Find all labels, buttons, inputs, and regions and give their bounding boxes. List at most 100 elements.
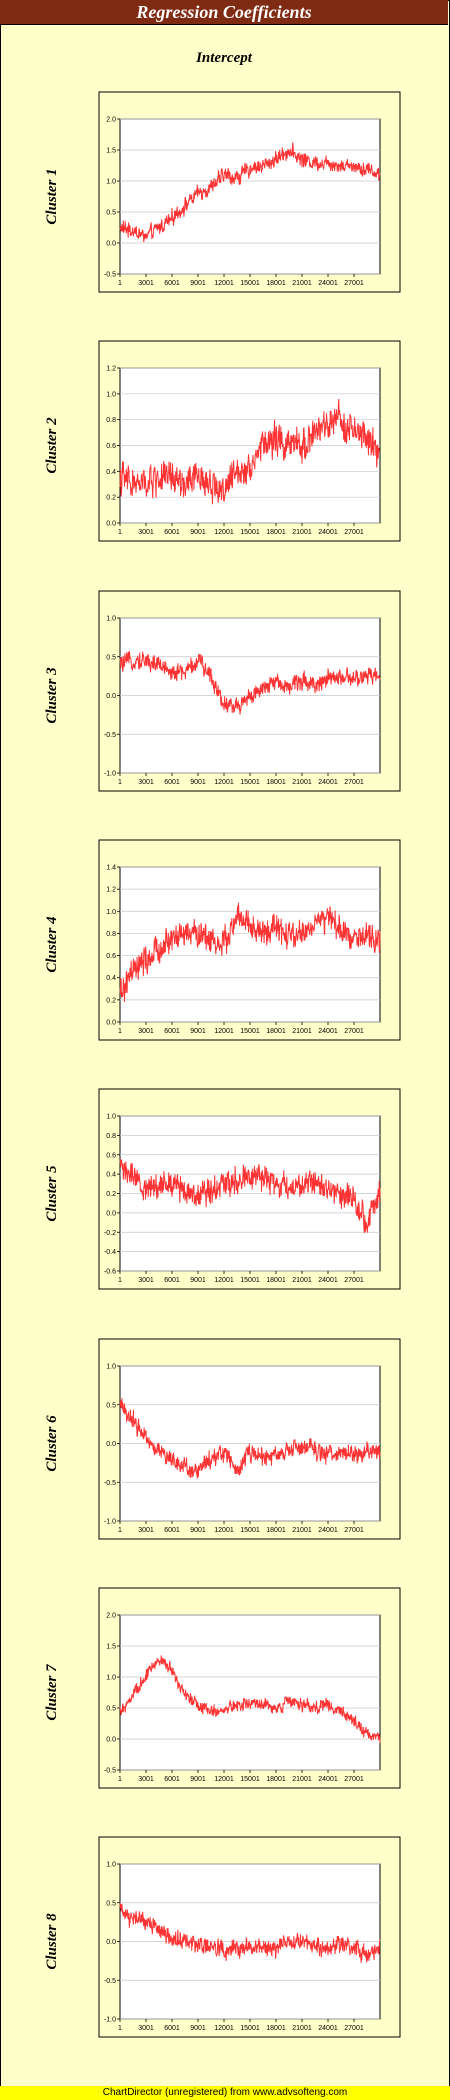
x-tick-label: 1 [118, 1776, 122, 1783]
x-tick-label: 12001 [214, 529, 234, 536]
x-tick-label: 24001 [318, 1776, 338, 1783]
x-tick-label: 1 [118, 779, 122, 786]
cluster-panel-1: Cluster 1 -0.5 0.0 0.5 1.0 1.5 2.0 1 3001 6001 900… [44, 91, 401, 293]
footer-banner[interactable]: ChartDirector (unregistered) from www.ad… [0, 2086, 450, 2100]
y-tick-label: 1.5 [106, 148, 116, 155]
y-tick-label: -1.0 [104, 2017, 116, 2024]
y-tick-label: -1.0 [104, 771, 116, 778]
x-tick-label: 9001 [190, 1277, 206, 1284]
x-tick-label: 3001 [138, 1028, 154, 1035]
x-tick-label: 18001 [266, 529, 286, 536]
x-tick-label: 3001 [138, 2025, 154, 2032]
y-tick-label: 0.0 [106, 1020, 116, 1027]
y-axis-label: Cluster 8 [44, 1913, 60, 1970]
y-tick-label: 1.5 [106, 1644, 116, 1651]
y-tick-label: 0.4 [106, 1172, 116, 1179]
x-tick-label: 21001 [292, 779, 312, 786]
x-tick-label: 15001 [240, 1527, 260, 1534]
y-tick-label: 0.8 [106, 417, 116, 424]
y-tick-label: 0.2 [106, 997, 116, 1004]
cluster-panel-5: Cluster 5 -0.6 -0.4 -0.2 0.0 0.2 0.4 0.6 0.8 1.0 1… [44, 1088, 401, 1290]
y-tick-label: -0.5 [104, 1768, 116, 1775]
y-tick-label: 0.0 [106, 1210, 116, 1217]
y-tick-label: 1.0 [106, 179, 116, 186]
y-tick-label: 1.4 [106, 865, 116, 872]
y-axis-label: Cluster 4 [44, 916, 60, 973]
cluster-panel-4: Cluster 4 0.0 0.2 0.4 0.6 0.8 1.0 1.2 1.4 1 3001 60… [44, 839, 401, 1041]
x-tick-label: 12001 [214, 2025, 234, 2032]
x-tick-label: 12001 [214, 779, 234, 786]
cluster-panel-6: Cluster 6 -1.0 -0.5 0.0 0.5 1.0 1 3001 6001 9001 1… [44, 1338, 401, 1540]
x-tick-label: 3001 [138, 1527, 154, 1534]
y-tick-label: 1.2 [106, 887, 116, 894]
x-tick-label: 21001 [292, 1028, 312, 1035]
plot-area [119, 1614, 381, 1771]
x-tick-label: 12001 [214, 1028, 234, 1035]
x-tick-label: 6001 [164, 1527, 180, 1534]
cluster-panel-8: Cluster 8 -1.0 -0.5 0.0 0.5 1.0 1 3001 6001 9001 1… [44, 1836, 401, 2038]
series-line [119, 1398, 381, 1479]
plot-area [119, 118, 381, 275]
y-tick-label: 0.0 [106, 521, 116, 528]
y-axis-label: Cluster 6 [44, 1415, 60, 1472]
y-tick-label: -0.2 [104, 1230, 116, 1237]
x-tick-label: 15001 [240, 280, 260, 287]
series-line [119, 1159, 381, 1234]
cluster-panel-2: Cluster 2 0.0 0.2 0.4 0.6 0.8 1.0 1.2 1 3001 6001 9… [44, 340, 401, 542]
series-line [119, 1903, 381, 1963]
x-tick-label: 6001 [164, 280, 180, 287]
x-tick-label: 1 [118, 1028, 122, 1035]
y-tick-label: 0.8 [106, 931, 116, 938]
series-line [119, 902, 381, 1002]
x-tick-label: 15001 [240, 2025, 260, 2032]
x-tick-label: 1 [118, 1277, 122, 1284]
x-tick-label: 24001 [318, 1527, 338, 1534]
x-tick-label: 18001 [266, 280, 286, 287]
y-tick-label: 1.0 [106, 616, 116, 623]
y-tick-label: 0.0 [106, 1441, 116, 1448]
y-tick-label: 0.4 [106, 469, 116, 476]
x-tick-label: 27001 [344, 779, 364, 786]
x-tick-label: 6001 [164, 779, 180, 786]
x-tick-label: 6001 [164, 529, 180, 536]
series-line [119, 142, 381, 243]
x-tick-label: 9001 [190, 280, 206, 287]
y-tick-label: 1.2 [106, 366, 116, 373]
y-tick-label: 0.5 [106, 654, 116, 661]
chart-subtitle: Intercept [196, 50, 252, 66]
y-axis-label: Cluster 5 [44, 1165, 60, 1222]
x-tick-label: 18001 [266, 779, 286, 786]
x-tick-label: 6001 [164, 1776, 180, 1783]
x-tick-label: 15001 [240, 529, 260, 536]
x-tick-label: 3001 [138, 779, 154, 786]
x-tick-label: 24001 [318, 2025, 338, 2032]
y-tick-label: 0.6 [106, 1152, 116, 1159]
x-tick-label: 6001 [164, 2025, 180, 2032]
x-tick-label: 12001 [214, 280, 234, 287]
x-tick-label: 15001 [240, 1776, 260, 1783]
page-title: Regression Coefficients [136, 2, 312, 22]
series-line [119, 651, 381, 715]
x-tick-label: 24001 [318, 1277, 338, 1284]
y-tick-label: -0.4 [104, 1249, 116, 1256]
x-tick-label: 18001 [266, 1527, 286, 1534]
y-tick-label: 1.0 [106, 391, 116, 398]
y-tick-label: 1.0 [106, 1675, 116, 1682]
x-tick-label: 9001 [190, 2025, 206, 2032]
x-tick-label: 18001 [266, 1776, 286, 1783]
cluster-panel-7: Cluster 7 -0.5 0.0 0.5 1.0 1.5 2.0 1 3001 6001 900… [44, 1587, 401, 1789]
y-tick-label: -1.0 [104, 1519, 116, 1526]
x-tick-label: 12001 [214, 1277, 234, 1284]
y-tick-label: 0.8 [106, 1133, 116, 1140]
y-tick-label: 0.5 [106, 1706, 116, 1713]
y-tick-label: 0.2 [106, 495, 116, 502]
y-tick-label: 1.0 [106, 1364, 116, 1371]
x-tick-label: 18001 [266, 1028, 286, 1035]
x-tick-label: 3001 [138, 1776, 154, 1783]
y-tick-label: 0.4 [106, 975, 116, 982]
y-tick-label: 0.0 [106, 241, 116, 248]
x-tick-label: 21001 [292, 2025, 312, 2032]
series-line [119, 1655, 381, 1743]
x-tick-label: 21001 [292, 1776, 312, 1783]
